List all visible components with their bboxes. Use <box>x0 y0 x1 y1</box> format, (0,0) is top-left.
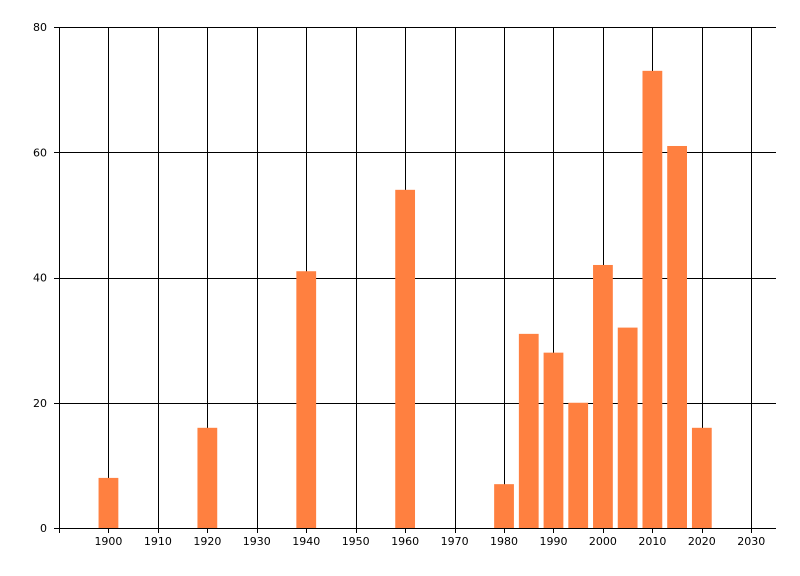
x-tick-label: 2000 <box>589 535 617 548</box>
bar <box>543 352 564 528</box>
bar <box>296 271 317 528</box>
x-tick-label: 1950 <box>342 535 370 548</box>
bar <box>494 484 514 528</box>
x-tick-label: 1920 <box>193 535 221 548</box>
y-tick-label: 60 <box>33 146 47 159</box>
y-tick-label: 0 <box>40 522 47 535</box>
x-tick-label: 1960 <box>391 535 419 548</box>
bar <box>593 264 613 528</box>
x-tick-label: 1990 <box>539 535 567 548</box>
bars <box>98 70 712 529</box>
y-tick-label: 80 <box>33 21 47 34</box>
x-tick-label: 1940 <box>292 535 320 548</box>
axes <box>54 27 776 533</box>
x-tick-label: 1970 <box>441 535 469 548</box>
x-tick-label: 2030 <box>737 535 765 548</box>
bar <box>518 333 539 528</box>
bar <box>395 189 416 528</box>
x-tick-label: 1900 <box>94 535 122 548</box>
bar <box>617 327 638 528</box>
x-tick-label: 2020 <box>688 535 716 548</box>
tick-labels: 1900 1910 1920 1930 1940 1950 1960 1970 1980 1990… <box>33 21 765 548</box>
bar <box>691 427 712 528</box>
x-tick-label: 1930 <box>243 535 271 548</box>
x-tick-label: 1910 <box>144 535 172 548</box>
x-tick-label: 2010 <box>638 535 666 548</box>
x-tick-label: 1980 <box>490 535 518 548</box>
bar <box>197 427 218 528</box>
y-tick-label: 20 <box>33 397 47 410</box>
y-tick-label: 40 <box>33 272 47 285</box>
bar <box>98 477 119 528</box>
bar <box>568 402 589 528</box>
bar <box>667 145 687 529</box>
bar <box>642 70 663 529</box>
